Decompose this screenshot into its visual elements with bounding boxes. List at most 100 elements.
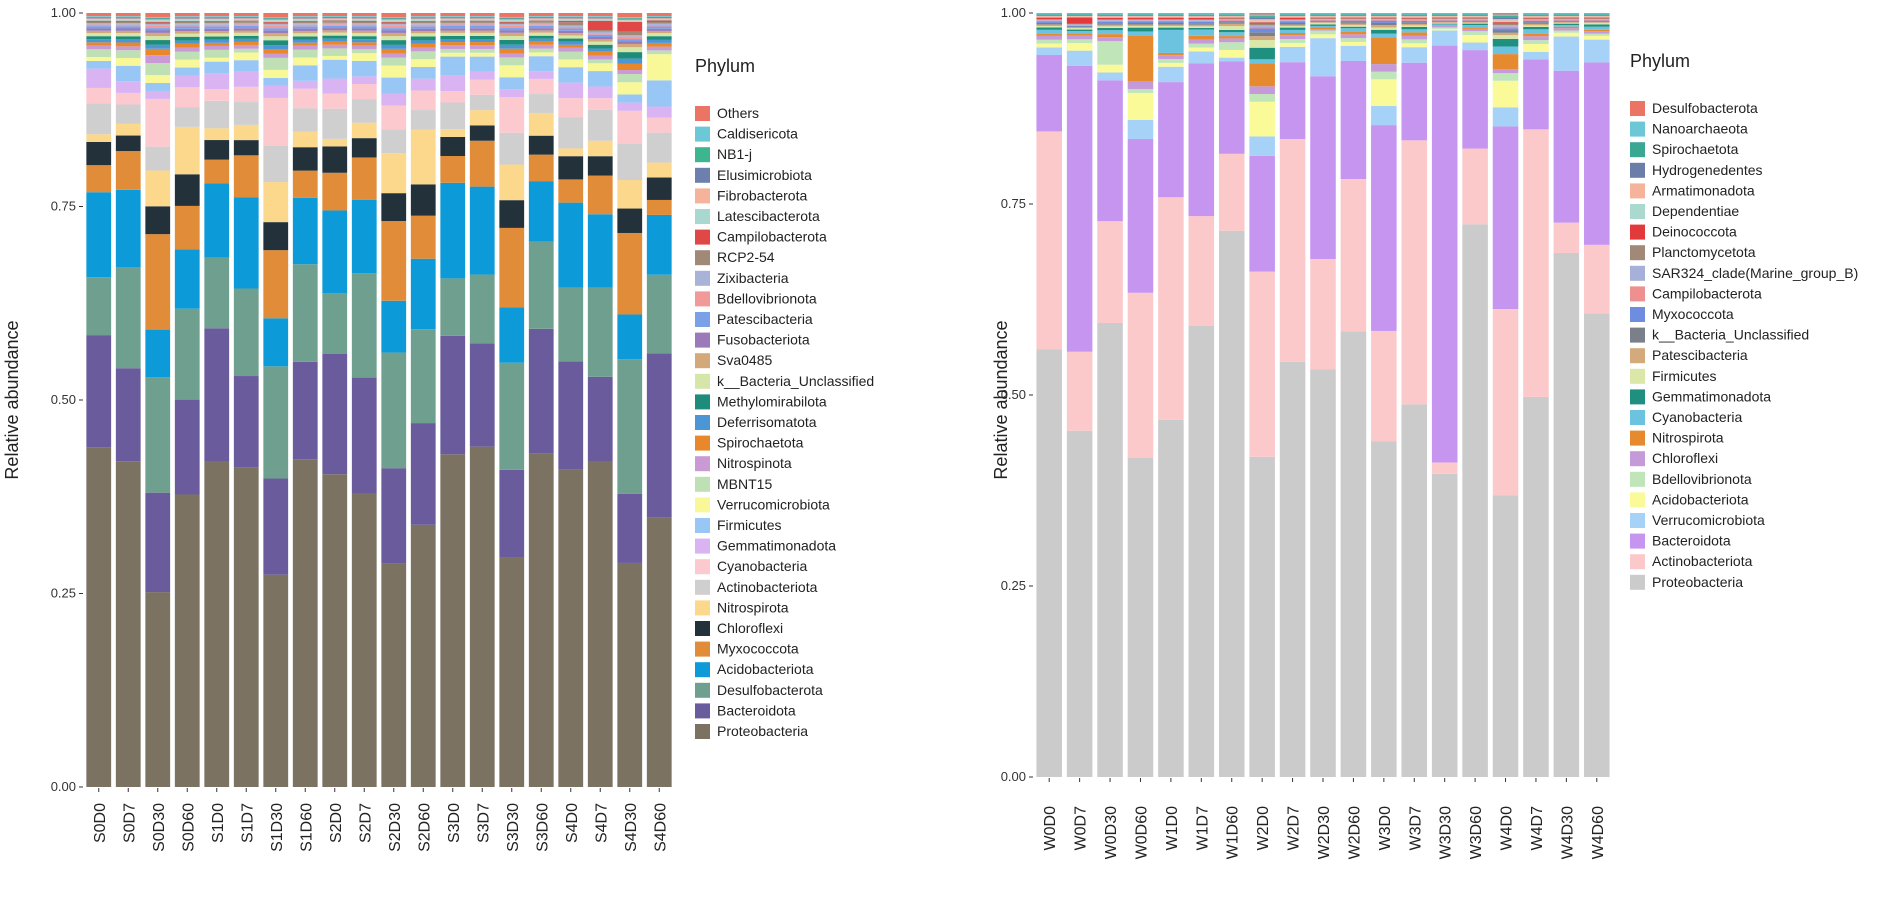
bar-segment-S3D60-RCP2-54: [528, 21, 554, 23]
bar-segment-S4D0-Verrucomicrobiota: [558, 59, 584, 68]
bar-segment-W0D30-k__Bacteria_Unclassified: [1097, 23, 1123, 25]
bar-segment-S2D30-Chloroflexi: [381, 193, 407, 222]
bar-segment-S0D60-Elusimicrobiota: [174, 17, 200, 19]
bar-segment-W0D7-Proteobacteria: [1066, 430, 1093, 777]
bar-segment-W0D7-Chloroflexi: [1066, 35, 1093, 40]
legend-swatch: [695, 312, 710, 327]
bar-W1D60: [1218, 13, 1245, 778]
bar-S2D0: [322, 13, 348, 787]
x-tick-label: W2D7: [1286, 806, 1303, 851]
bar-segment-W1D60-Nanoarchaeota: [1218, 13, 1245, 15]
legend-swatch: [1630, 554, 1645, 570]
bar-segment-W2D60-Dependentiae: [1340, 16, 1367, 18]
bar-segment-S3D0-RCP2-54: [440, 21, 466, 23]
x-tick-label: W3D0: [1377, 806, 1394, 851]
bar-segment-W4D60-Campilobacterota: [1584, 19, 1610, 21]
bar-segment-S4D60-Patescibacteria: [646, 26, 672, 29]
bar-segment-S3D60-Myxococcota: [528, 154, 554, 182]
bar-segment-S0D7-Firmicutes: [115, 65, 141, 82]
bar-segment-W2D30-Verrucomicrobiota: [1310, 38, 1336, 77]
bar-segment-W3D30-Nanoarchaeota: [1431, 13, 1458, 15]
bar-segment-S0D60-Desulfobacterota: [174, 308, 200, 400]
bar-segment-S0D30-Nitrospinota: [145, 55, 171, 64]
legend-label: Bacteroidota: [717, 702, 796, 718]
bar-segment-S4D30-Nitrospirota: [617, 180, 643, 209]
legend-swatch: [1630, 451, 1645, 467]
bar-segment-W3D0-k__Bacteria_Unclassified: [1371, 22, 1397, 26]
bar-segment-W0D60-Planctomycetota: [1127, 19, 1154, 20]
legend-label: Myxococcota: [717, 641, 799, 657]
bar-segment-W3D30-Campilobacterota: [1431, 19, 1458, 21]
bar-segment-S3D60-Bdellovibrionota: [528, 24, 554, 26]
bar-segment-W0D30-Armatimonadota: [1097, 16, 1123, 17]
bar-segment-S0D7-Others: [115, 13, 141, 17]
legend-item: Deferrisomatota: [695, 414, 817, 430]
bar-segment-S2D30-Deferrisomatota: [381, 44, 407, 49]
bar-segment-W3D0-Bdellovibrionota: [1371, 71, 1397, 80]
bar-segment-S1D30-Desulfobacterota: [263, 366, 289, 479]
bar-segment-S3D60-Sva0485: [528, 30, 554, 33]
bar-segment-S4D60-Fibrobacterota: [646, 18, 672, 19]
bar-segment-S4D0-Patescibacteria: [558, 28, 584, 31]
bar-segment-S0D60-Verrucomicrobiota: [174, 59, 200, 68]
bar-segment-S1D30-Methylomirabilota: [263, 40, 289, 46]
legend-swatch: [1630, 265, 1645, 281]
bar-segment-S1D30-Proteobacteria: [263, 574, 289, 787]
legend-item: Latescibacterota: [695, 208, 820, 224]
legend-swatch: [695, 518, 710, 533]
bar-segment-S0D7-RCP2-54: [115, 21, 141, 24]
bar-segment-S2D60-Gemmatimonadota: [410, 78, 436, 91]
bar-segment-W1D60-Bdellovibrionota: [1218, 42, 1245, 50]
bar-segment-S3D60-Acidobacteriota: [528, 181, 554, 242]
bar-segment-W1D0-Acidobacteriota: [1158, 62, 1184, 67]
bar-segment-S3D7-Nitrospinota: [469, 45, 495, 49]
legend-swatch: [695, 147, 710, 163]
bar-segment-S4D60-Sva0485: [646, 30, 672, 34]
bar-segment-S3D30-MBNT15: [499, 57, 525, 66]
bar-segment-S3D7-Bdellovibrionota: [469, 24, 495, 27]
bar-W2D30: [1310, 13, 1336, 777]
bar-segment-W3D7-Chloroflexi: [1401, 35, 1428, 40]
bar-segment-S2D0-Deferrisomatota: [322, 38, 348, 42]
bar-segment-W2D7-Chloroflexi: [1279, 35, 1306, 40]
bar-segment-S2D7-Spirochaetota: [351, 42, 377, 46]
bar-segment-W4D0-Actinobacteriota: [1492, 309, 1519, 496]
bar-segment-S3D7-Verrucomicrobiota: [469, 52, 495, 57]
bar-segment-W0D60-k__Bacteria_Unclassified: [1127, 22, 1154, 25]
legend-swatch: [695, 353, 710, 369]
bar-segment-W0D30-Planctomycetota: [1097, 19, 1123, 21]
bar-segment-W4D30-Armatimonadota: [1553, 16, 1580, 17]
bar-segment-W0D60-Firmicutes: [1127, 26, 1154, 28]
legend-item: Gemmatimonadota: [695, 538, 836, 554]
bar-segment-S4D7-Fusobacteriota: [587, 36, 613, 40]
bar-segment-S2D0-Zixibacteria: [322, 22, 348, 25]
bar-segment-S3D30-Sva0485: [499, 32, 525, 36]
bar-segment-S2D7-Bacteroidota: [351, 377, 377, 494]
bar-segment-S1D0-Chloroflexi: [204, 140, 230, 160]
bar-segment-W2D7-Firmicutes: [1279, 26, 1306, 28]
bar-segment-S0D30-Spirochaetota: [145, 48, 171, 56]
bar-segment-S1D7-Fusobacteriota: [233, 28, 259, 31]
chart-panel-2: 0.00 0.25 0.50 0.75 1.00 Relative abundance W0…: [991, 5, 1858, 859]
bar-segment-W3D0-Proteobacteria: [1371, 441, 1397, 777]
bar-segment-W4D30-Firmicutes: [1553, 22, 1580, 24]
bar-segment-S2D30-Latescibacterota: [381, 20, 407, 22]
x-tick-label: S1D30: [269, 803, 286, 852]
bar-segment-S1D7-Sva0485: [233, 30, 259, 33]
bar-segment-S0D60-Myxococcota: [174, 205, 200, 250]
bar-segment-S1D7-Campilobacterota: [233, 20, 259, 22]
bar-segment-W0D7-Dependentiae: [1066, 16, 1093, 18]
bar-segment-S4D30-Methylomirabilota: [617, 52, 643, 59]
bar-segment-S1D0-Patescibacteria: [204, 26, 230, 29]
bar-segment-S2D30-Desulfobacterota: [381, 352, 407, 469]
bar-segment-W2D60-Spirochaetota: [1340, 14, 1367, 16]
bar-segment-S2D7-Myxococcota: [351, 157, 377, 200]
legend-item: RCP2-54: [695, 249, 775, 266]
bar-segment-W0D0-Nitrospirota: [1036, 33, 1062, 36]
bar-segment-W1D7-Nanoarchaeota: [1188, 13, 1215, 15]
bar-segment-W4D7-Nitrospirota: [1523, 33, 1549, 37]
bar-segment-S4D30-Chloroflexi: [617, 208, 643, 233]
bar-segment-W4D30-Spirochaetota: [1553, 14, 1580, 16]
bar-segment-W1D60-Spirochaetota: [1218, 14, 1245, 16]
bar-segment-W3D0-Patescibacteria: [1371, 25, 1397, 28]
